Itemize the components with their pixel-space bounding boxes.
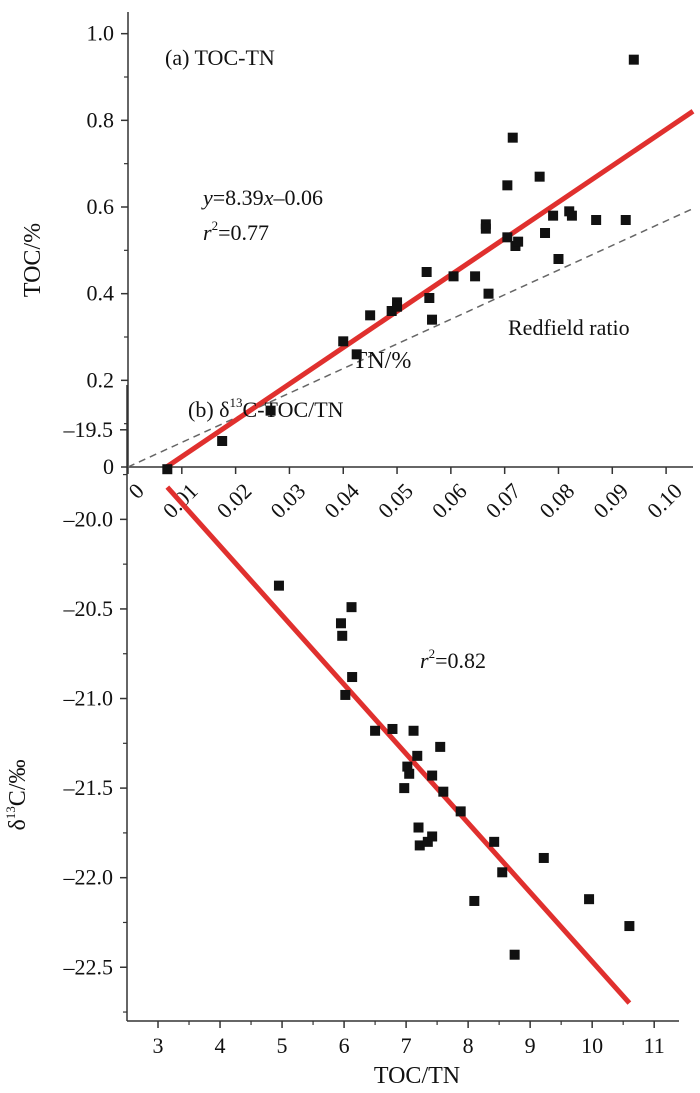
data-point — [422, 267, 432, 277]
panel-a-y-tick-labels: 0 0.2 0.4 0.6 0.8 1.0 — [87, 21, 115, 479]
panel-b-points — [162, 464, 634, 960]
x-tick-label: 9 — [525, 1033, 536, 1058]
x-tick-label: 0.03 — [265, 478, 310, 523]
panel-b-x-axis-label: TOC/TN — [374, 1063, 460, 1089]
x-tick-label: 0.10 — [642, 478, 687, 523]
panel-b-title: (b) δ13C-TOC/TN — [188, 395, 344, 422]
x-tick-label: 4 — [215, 1033, 226, 1058]
x-tick-label: 6 — [339, 1033, 350, 1058]
panel-b-x-tick-labels: 3 4 5 6 7 8 9 10 11 — [153, 1033, 665, 1058]
data-point — [347, 602, 357, 612]
panel-b-r2: r2=0.82 — [420, 646, 486, 673]
data-point — [591, 215, 601, 225]
data-point — [629, 55, 639, 65]
data-point — [412, 751, 422, 761]
data-point — [553, 254, 563, 264]
data-point — [567, 211, 577, 221]
panel-a-equation: y=8.39x–0.06 — [201, 185, 323, 210]
data-point — [435, 742, 445, 752]
y-tick-label: –21.0 — [63, 686, 114, 711]
x-tick-label: 11 — [644, 1033, 665, 1058]
data-point — [624, 921, 634, 931]
x-tick-label: 0.09 — [588, 478, 633, 523]
data-point — [387, 724, 397, 734]
data-point — [535, 172, 545, 182]
x-tick-label: 10 — [581, 1033, 603, 1058]
data-point — [513, 237, 523, 247]
data-point — [621, 215, 631, 225]
x-tick-label: 3 — [153, 1033, 164, 1058]
x-tick-label: 5 — [277, 1033, 288, 1058]
data-point — [497, 867, 507, 877]
data-point — [484, 289, 494, 299]
x-tick-label: 0.05 — [373, 478, 418, 523]
data-point — [217, 436, 227, 446]
x-tick-label: 8 — [463, 1033, 474, 1058]
data-point — [404, 769, 414, 779]
panel-a-title: (a) TOC-TN — [165, 45, 275, 70]
data-point — [392, 302, 402, 312]
figure: 00.010.020.030.040.050.060.070.080.090.1… — [0, 0, 700, 1093]
data-point — [352, 349, 362, 359]
panel-a-toc-tn-chart: 00.010.020.030.040.050.060.070.080.090.1… — [20, 12, 693, 523]
y-tick-label: 0 — [103, 454, 114, 479]
data-point — [337, 631, 347, 641]
data-point — [365, 310, 375, 320]
y-tick-label: –22.0 — [63, 865, 114, 890]
y-tick-label: –19.5 — [63, 417, 114, 442]
y-tick-label: –21.5 — [63, 775, 114, 800]
regression-line — [167, 487, 629, 1003]
y-tick-label: 0.4 — [87, 281, 115, 306]
data-point — [427, 831, 437, 841]
data-point — [427, 771, 437, 781]
data-point — [414, 823, 424, 833]
data-point — [481, 224, 491, 234]
data-point — [470, 271, 480, 281]
y-tick-label: 0.6 — [87, 194, 115, 219]
data-point — [540, 228, 550, 238]
data-point — [427, 315, 437, 325]
data-point — [399, 783, 409, 793]
data-point — [438, 787, 448, 797]
panel-a-x-tick-labels: 00.010.020.030.040.050.060.070.080.090.1… — [123, 478, 687, 523]
x-tick-label: 0.08 — [534, 478, 579, 523]
y-tick-label: –20.0 — [63, 506, 114, 531]
data-point — [508, 133, 518, 143]
data-point — [469, 896, 479, 906]
panel-b-fit-line — [167, 487, 629, 1003]
panel-b-y-tick-labels: –19.5 –20.0 –20.5 –21.0 –21.5 –22.0 –22.5 — [63, 417, 114, 979]
x-tick-label: 0.02 — [212, 478, 257, 523]
y-tick-label: –20.5 — [63, 596, 114, 621]
data-point — [548, 211, 558, 221]
data-point — [449, 271, 459, 281]
data-point — [336, 618, 346, 628]
data-point — [456, 806, 466, 816]
data-point — [424, 293, 434, 303]
y-tick-label: 0.8 — [87, 107, 115, 132]
data-point — [274, 581, 284, 591]
data-point — [489, 837, 499, 847]
x-tick-label: 0.04 — [319, 478, 364, 523]
panel-a-redfield-label: Redfield ratio — [508, 315, 630, 340]
data-point — [370, 726, 380, 736]
y-tick-label: –22.5 — [63, 954, 114, 979]
data-point — [409, 726, 419, 736]
y-tick-label: 0.2 — [87, 367, 115, 392]
data-point — [347, 672, 357, 682]
x-tick-label: 0.07 — [481, 478, 526, 523]
x-tick-label: 7 — [401, 1033, 412, 1058]
data-point — [502, 180, 512, 190]
data-point — [539, 853, 549, 863]
data-point — [502, 232, 512, 242]
panel-a-y-axis-label: TOC/% — [20, 223, 46, 297]
y-tick-label: 1.0 — [87, 21, 115, 46]
data-point — [338, 336, 348, 346]
panel-b-y-axis-label: δ13C/‰ — [3, 760, 31, 831]
data-point — [340, 690, 350, 700]
data-point — [510, 950, 520, 960]
panel-a-r2: r2=0.77 — [203, 218, 269, 245]
data-point — [584, 894, 594, 904]
data-point — [162, 464, 172, 474]
x-tick-label: 0.06 — [427, 478, 472, 523]
